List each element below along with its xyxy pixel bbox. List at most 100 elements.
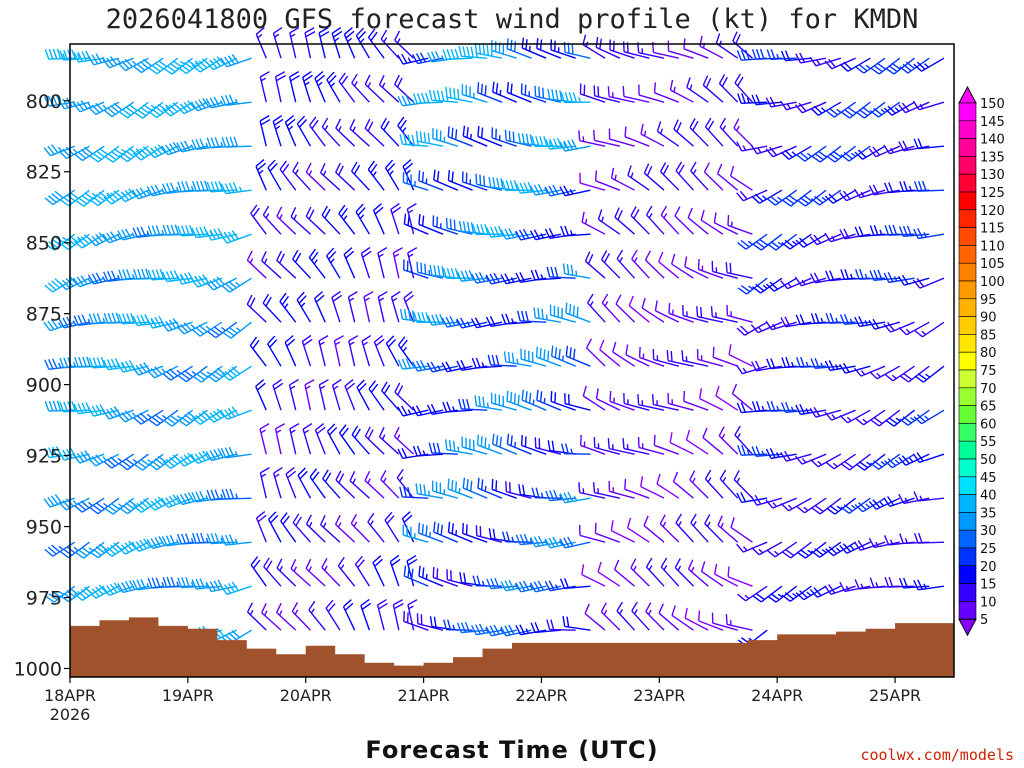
barb-full: [587, 293, 594, 304]
colorbar-label: 135: [980, 150, 1005, 165]
wind-barb: [689, 118, 709, 147]
barb-shaft: [714, 222, 739, 235]
wind-barb: [384, 159, 400, 191]
wind-barb: [613, 559, 636, 587]
barb-full: [140, 458, 150, 466]
barb-shaft: [304, 32, 312, 59]
barb-half: [821, 107, 826, 112]
barb-full: [447, 619, 452, 630]
barb-full: [406, 554, 417, 562]
barb-half: [777, 593, 783, 598]
barb-full: [88, 457, 97, 467]
barb-full: [195, 227, 201, 238]
wind-barb: [616, 249, 636, 279]
wind-barb: [729, 165, 753, 191]
barb-full: [565, 345, 569, 357]
barb-full: [364, 426, 371, 437]
barb-full: [385, 159, 394, 169]
barb-half: [806, 152, 812, 158]
y-tick-label: 850: [26, 233, 62, 255]
wind-barb: [275, 602, 297, 631]
barb-full: [383, 384, 391, 395]
barb-shaft: [433, 179, 459, 191]
barb-full: [843, 504, 853, 512]
wind-barb: [811, 541, 842, 558]
barb-full: [767, 243, 777, 251]
barb-full: [131, 542, 140, 552]
wind-barb: [432, 128, 458, 147]
barb-full: [381, 381, 388, 392]
barb-full: [73, 52, 80, 63]
barb-full: [59, 242, 69, 251]
barb-full: [334, 335, 344, 342]
wind-barb: [853, 188, 886, 199]
barb-full: [740, 49, 746, 61]
barb-full: [479, 174, 482, 186]
barb-shaft: [801, 277, 827, 287]
barb-shaft: [584, 613, 606, 631]
barb-full: [180, 456, 189, 465]
barb-full: [326, 247, 335, 257]
barb-full: [794, 455, 803, 465]
barb-full: [843, 460, 854, 469]
barb-full: [69, 235, 79, 244]
barb-full: [740, 284, 751, 293]
barb-shaft: [272, 473, 282, 499]
barb-full: [736, 192, 744, 202]
barb-full: [855, 463, 865, 471]
barb-full: [184, 414, 194, 422]
barb-shaft: [760, 277, 783, 294]
barb-half: [274, 33, 280, 38]
barb-full: [220, 95, 227, 106]
barb-full: [401, 405, 408, 416]
barb-shaft: [713, 356, 738, 367]
barb-full: [899, 66, 909, 74]
barb-half: [923, 583, 927, 590]
barb-full: [597, 561, 602, 573]
barb-full: [403, 290, 413, 299]
barb-full: [533, 581, 541, 592]
barb-full: [165, 320, 173, 331]
barb-full: [205, 230, 213, 241]
barb-full: [202, 274, 210, 284]
barb-full: [341, 427, 349, 437]
wind-barb: [560, 443, 591, 455]
wind-barb: [690, 161, 709, 191]
barb-full: [407, 487, 412, 498]
barb-shaft: [535, 95, 562, 103]
barb-full: [276, 206, 283, 217]
wind-barb: [505, 481, 532, 499]
barb-shaft: [335, 171, 356, 191]
wind-barb: [289, 423, 300, 455]
barb-shaft: [279, 301, 297, 323]
barb-full: [150, 538, 158, 548]
barb-half: [762, 195, 767, 200]
wind-barb: [713, 212, 739, 235]
barb-full: [87, 274, 95, 285]
barb-full: [750, 495, 758, 506]
barb-full: [327, 423, 336, 432]
wind-barb: [133, 101, 164, 119]
barb-full: [181, 225, 187, 236]
barb-half: [102, 317, 106, 324]
barb-full: [422, 567, 425, 578]
barb-full: [873, 64, 883, 73]
barb-half: [499, 628, 504, 634]
wind-barb: [267, 159, 282, 191]
wind-barb: [899, 409, 930, 426]
barb-full: [755, 401, 761, 412]
barb-full: [702, 75, 709, 86]
barb-full: [441, 362, 448, 373]
barb-full: [840, 463, 851, 471]
barb-full: [401, 511, 411, 520]
barb-shaft: [660, 214, 680, 235]
barb-full: [176, 105, 185, 115]
barb-shaft: [360, 253, 371, 279]
barb-full: [296, 291, 305, 301]
barb-half: [175, 186, 180, 193]
wind-barb: [690, 513, 709, 543]
wind-barb: [314, 71, 326, 103]
barb-shaft: [564, 273, 591, 279]
barb-shaft: [355, 35, 370, 59]
barb-full: [809, 273, 816, 284]
